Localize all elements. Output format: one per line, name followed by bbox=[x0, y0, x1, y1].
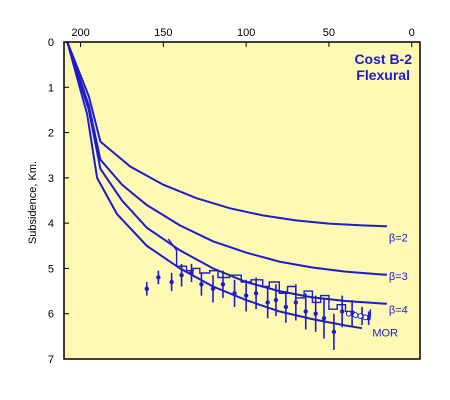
data-point bbox=[313, 311, 318, 316]
x-tick-label: 200 bbox=[71, 27, 89, 39]
data-point bbox=[156, 275, 161, 280]
chart-title: Cost B-2 bbox=[354, 51, 412, 67]
data-point bbox=[189, 270, 194, 276]
observed-data bbox=[144, 238, 371, 350]
data-point bbox=[253, 291, 259, 296]
data-point bbox=[169, 279, 174, 285]
data-point bbox=[293, 300, 299, 305]
y-tick-label: 2 bbox=[48, 128, 54, 140]
open-circle-point bbox=[352, 312, 359, 318]
y-axis-label: Subsidence, Km. bbox=[27, 161, 39, 244]
curve-labels: β=2 β=3 β=4 MOR bbox=[372, 232, 407, 339]
data-point bbox=[303, 309, 308, 314]
x-tick-label: 150 bbox=[154, 27, 172, 39]
y-tick-label: 7 bbox=[48, 354, 54, 366]
data-point bbox=[331, 329, 337, 335]
y-tick-label: 1 bbox=[48, 82, 54, 94]
observed-stepped-curve bbox=[167, 238, 371, 317]
y-tick-label: 5 bbox=[48, 263, 54, 275]
x-axis-ticks: 200 150 100 50 0 bbox=[71, 27, 415, 47]
curve-label-beta-2: β=2 bbox=[389, 232, 408, 244]
x-tick-label: 0 bbox=[409, 27, 415, 39]
data-point bbox=[273, 297, 279, 303]
curve-label-beta-3: β=3 bbox=[389, 271, 408, 283]
y-tick-label: 3 bbox=[48, 173, 54, 185]
data-point bbox=[321, 316, 327, 321]
data-point bbox=[243, 293, 249, 298]
data-point bbox=[339, 309, 345, 314]
data-point bbox=[210, 286, 216, 292]
curve-beta-2 bbox=[66, 41, 387, 228]
data-point bbox=[220, 282, 226, 287]
plot-background bbox=[64, 42, 420, 359]
data-point bbox=[144, 286, 149, 292]
data-point bbox=[265, 300, 270, 305]
open-circle-point bbox=[357, 313, 364, 319]
curve-label-mor: MOR bbox=[372, 327, 398, 339]
y-tick-label: 4 bbox=[48, 218, 54, 230]
data-point bbox=[232, 291, 237, 296]
model-curves bbox=[66, 41, 387, 330]
curve-label-beta-4: β=4 bbox=[389, 305, 408, 317]
data-point bbox=[179, 273, 184, 278]
open-circle-point bbox=[345, 310, 352, 317]
x-tick-label: 50 bbox=[323, 27, 335, 39]
curve-beta-4 bbox=[66, 41, 387, 305]
chart-subtitle: Flexural bbox=[356, 67, 410, 83]
curve-mor bbox=[66, 41, 363, 330]
y-tick-label: 6 bbox=[48, 309, 54, 321]
x-tick-label: 100 bbox=[237, 27, 255, 39]
y-tick-label: 0 bbox=[48, 37, 54, 49]
plot-frame bbox=[63, 41, 421, 360]
data-point bbox=[283, 304, 289, 310]
data-point bbox=[199, 282, 204, 287]
curve-beta-3 bbox=[66, 41, 387, 276]
open-circle-point bbox=[362, 314, 369, 321]
